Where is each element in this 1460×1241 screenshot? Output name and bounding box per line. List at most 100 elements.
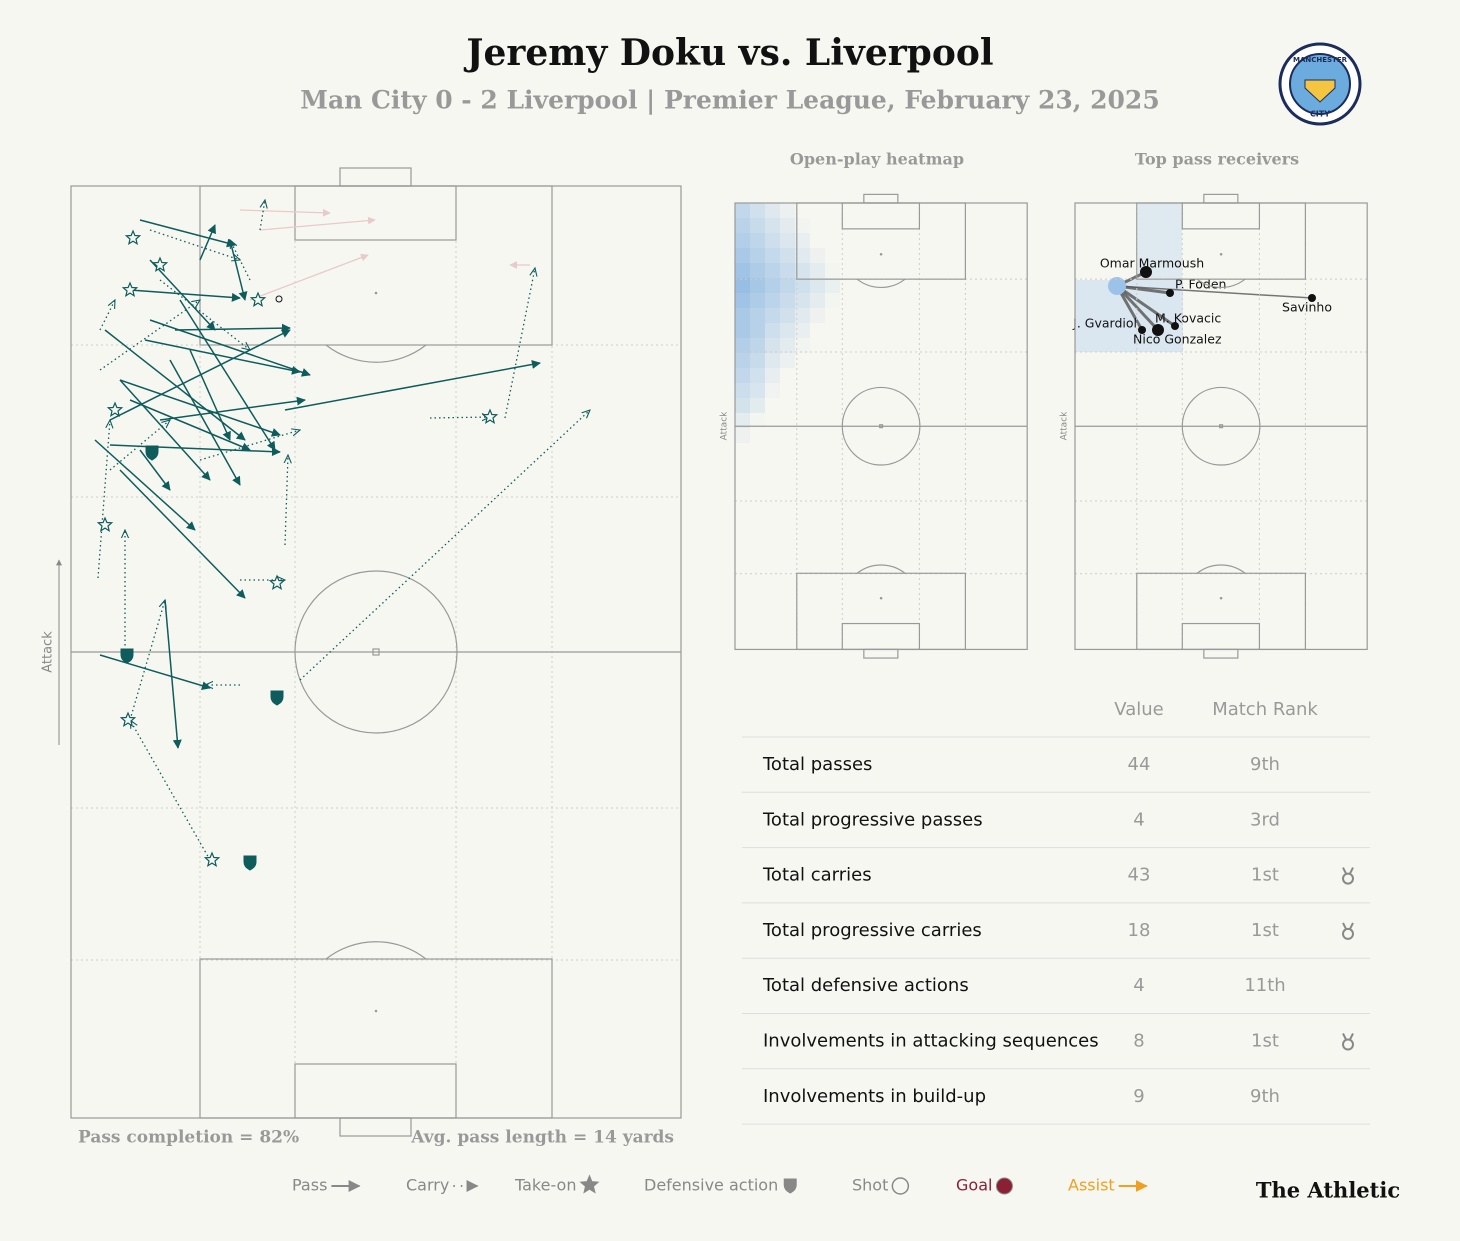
carry — [99, 300, 200, 371]
heat-cell — [735, 263, 750, 278]
heat-cell — [750, 338, 765, 353]
legend-label: Goal — [956, 1176, 992, 1195]
receiver-label: Omar Marmoush — [1100, 256, 1204, 271]
take-on — [579, 1174, 600, 1194]
receiver-node — [1308, 294, 1316, 302]
goal — [1203, 193, 1239, 204]
legend-label: Take-on — [514, 1176, 576, 1195]
heat-cell — [765, 293, 780, 308]
receiver-label: M. Kovacic — [1155, 311, 1221, 326]
row-label: Total defensive actions — [762, 975, 969, 996]
attack-label: Attack — [720, 411, 730, 441]
penalty-arc — [856, 278, 906, 289]
row-value: 9 — [1133, 1086, 1144, 1107]
heat-cell — [795, 248, 810, 263]
six-yard-box — [841, 202, 921, 230]
heat-cell — [780, 248, 795, 263]
row-label: Total progressive carries — [762, 920, 982, 941]
pass-faded — [249, 253, 369, 301]
receiver-node — [1152, 324, 1164, 336]
row-label: Total carries — [762, 865, 872, 886]
medal — [1342, 1038, 1354, 1051]
row-label: Involvements in attacking sequences — [763, 1031, 1099, 1052]
heat-cell — [750, 353, 765, 368]
goal — [339, 167, 412, 187]
pass — [164, 599, 182, 749]
take-on — [121, 281, 139, 297]
row-value: 43 — [1128, 865, 1151, 886]
penalty-arc — [1196, 278, 1246, 289]
heat-cell — [735, 218, 750, 233]
heatmap-title: Open-play heatmap — [790, 150, 964, 169]
carry — [130, 720, 211, 861]
pass-faded — [239, 208, 331, 217]
pass — [119, 379, 211, 481]
carry — [159, 279, 250, 350]
goal — [339, 1117, 412, 1137]
heat-cell — [765, 383, 780, 398]
row-value: 8 — [1133, 1031, 1144, 1052]
carry — [504, 268, 535, 419]
heat-cell — [780, 263, 795, 278]
goal — [863, 648, 899, 659]
pass — [179, 299, 276, 451]
heat-cell — [750, 323, 765, 338]
brand: The Athletic — [1256, 1178, 1400, 1203]
pass — [109, 329, 291, 421]
pass — [139, 449, 171, 491]
six-yard-box — [1181, 622, 1261, 651]
heat-cell — [780, 323, 795, 338]
doku-node — [1108, 277, 1126, 295]
pass — [174, 323, 291, 333]
carry — [299, 410, 590, 681]
heat-cell — [810, 248, 825, 263]
legend-label: Defensive action — [644, 1176, 778, 1195]
penalty-box — [796, 572, 966, 651]
row-label: Total progressive passes — [762, 809, 983, 830]
heat-cell — [795, 263, 810, 278]
heat-cell — [810, 263, 825, 278]
take-on — [249, 291, 267, 307]
subtitle: Man City 0 - 2 Liverpool | Premier Leagu… — [300, 86, 1159, 115]
heat-cell — [735, 383, 750, 398]
pass-faded — [259, 216, 376, 231]
pass — [129, 399, 251, 452]
centre-spot — [372, 648, 380, 656]
heat-cell — [780, 233, 795, 248]
heat-cell — [780, 203, 795, 218]
penalty-box — [199, 958, 553, 1119]
heat-cell — [810, 308, 825, 323]
pass — [109, 444, 281, 457]
defensive-action — [783, 1178, 797, 1194]
heat-cell — [795, 293, 810, 308]
defensive-action — [120, 648, 134, 664]
penalty-arc — [325, 941, 427, 960]
defensive-action — [145, 445, 159, 461]
row-value: 4 — [1133, 809, 1144, 830]
legend-label: Shot — [852, 1176, 888, 1195]
receiver-label: Savinho — [1282, 300, 1332, 315]
heat-cell — [810, 293, 825, 308]
shot — [275, 295, 283, 303]
heat-cell — [780, 278, 795, 293]
carry — [99, 300, 115, 331]
receiver-node — [1166, 289, 1174, 297]
row-label: Total passes — [762, 754, 872, 775]
penalty-arc — [1196, 564, 1246, 574]
goal — [863, 193, 899, 204]
column-header: Match Rank — [1212, 699, 1318, 720]
heat-cell — [765, 248, 780, 263]
centre-circle — [294, 570, 458, 734]
pass-link — [1116, 285, 1313, 299]
pass — [169, 359, 241, 486]
row-rank: 1st — [1251, 1031, 1279, 1052]
heat-cell — [765, 323, 780, 338]
pass — [99, 654, 211, 690]
pass — [119, 469, 246, 599]
heat-cell — [750, 233, 765, 248]
pass — [94, 439, 196, 531]
pass — [229, 239, 248, 301]
take-on — [203, 851, 221, 867]
heat-cell — [735, 353, 750, 368]
legend-shot — [891, 1177, 910, 1195]
